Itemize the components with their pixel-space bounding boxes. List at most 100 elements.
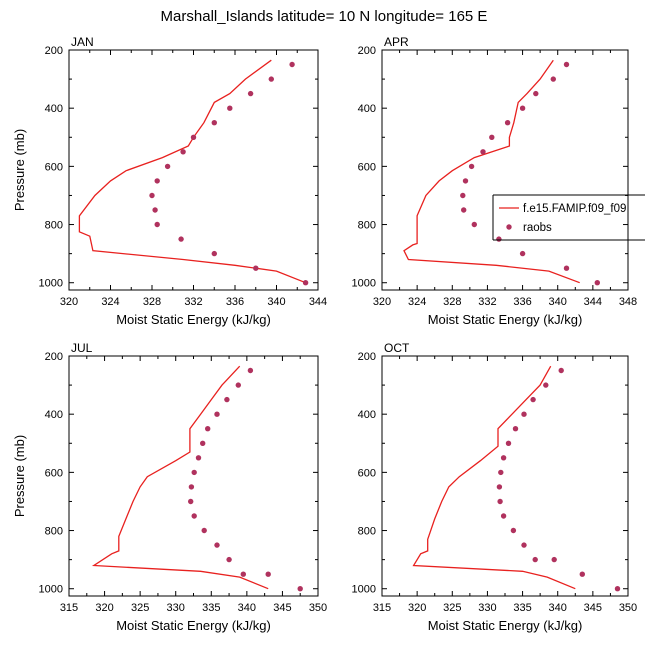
x-tick-label: 328 [143,296,161,308]
y-tick-label: 200 [45,351,63,363]
raobs-point [214,542,220,548]
x-tick-label: 340 [549,602,567,614]
x-tick-label: 340 [549,296,567,308]
y-tick-label: 400 [358,409,376,421]
raobs-point [268,76,274,82]
raobs-point [521,542,527,548]
raobs-point [289,61,295,68]
y-tick-label: 1000 [352,278,376,290]
x-tick-label: 324 [408,296,426,308]
panel-jan: 320 324 328 332 336 340 344 200 400 600 800 1000 JAN… [12,35,327,327]
y-tick-label: 200 [358,45,376,57]
panel-label: JAN [71,35,94,49]
raobs-point [201,527,207,534]
x-axis-label: Moist Static Energy (kJ/kg) [428,312,583,327]
raobs-point [190,134,197,140]
raobs-point [188,498,194,505]
y-tick-label: 600 [358,467,376,479]
x-tick-label: 344 [309,296,327,308]
raobs-point [211,250,217,257]
y-tick-label: 1000 [39,278,63,290]
raobs-point [558,367,564,374]
x-tick-label: 335 [513,602,531,614]
x-tick-label: 330 [478,602,496,614]
x-tick-label: 344 [584,296,602,308]
plot-frame [381,355,629,597]
raobs-point [191,513,197,519]
x-tick-label: 315 [60,602,78,614]
raobs-point [550,76,556,82]
panel-oct: 315 320 325 330 335 340 345 350 200 400 600 800 1000… [352,341,638,633]
legend-obs-label: raobs [523,222,552,234]
raobs-point [200,440,206,446]
raobs-point [149,192,155,199]
raobs-point [211,120,217,126]
raobs-point [512,426,519,432]
raobs-point [214,411,220,417]
raobs-point [594,280,600,286]
raobs-point [226,556,232,563]
raobs-point [152,207,158,213]
raobs-point [247,90,254,97]
x-tick-label: 350 [309,602,327,614]
legend-model-label: f.e15.FAMIP.f09_f09 [523,203,626,215]
raobs-point [471,221,477,228]
raobs-point [551,556,557,563]
raobs-point [563,61,570,68]
legend-obs-swatch [506,224,512,230]
model-profile-line [78,59,306,284]
raobs-point [227,105,233,111]
raobs-point [500,455,507,461]
y-tick-label: 600 [45,161,63,173]
x-tick-label: 325 [443,602,461,614]
y-tick-label: 800 [45,526,63,538]
x-tick-label: 320 [95,602,113,614]
x-axis-label: Moist Static Energy (kJ/kg) [116,618,271,633]
raobs-point [579,571,585,577]
raobs-point [510,527,517,534]
x-tick-label: 340 [267,296,285,308]
raobs-point [533,90,539,97]
y-tick-label: 1000 [352,584,376,596]
raobs-point [460,192,466,199]
x-tick-label: 332 [478,296,496,308]
plot-frame [68,49,319,291]
y-tick-label: 400 [45,103,63,115]
x-tick-label: 336 [513,296,531,308]
x-axis-label: Moist Static Energy (kJ/kg) [116,312,271,327]
x-tick-label: 328 [443,296,461,308]
x-tick-label: 350 [619,602,637,614]
raobs-point [521,411,527,417]
x-axis-label: Moist Static Energy (kJ/kg) [428,618,583,633]
raobs-point [468,163,475,170]
x-tick-label: 320 [408,602,426,614]
y-tick-label: 400 [358,103,376,115]
y-tick-label: 1000 [39,584,63,596]
raobs-point [164,163,171,170]
x-tick-label: 324 [101,296,119,308]
raobs-point [247,367,254,374]
panel-label: APR [384,35,409,49]
panel-apr: 320 324 328 332 336 340 344 348 200 400 600 800 1000… [352,35,645,327]
raobs-point [519,105,526,111]
y-axis-label: Pressure (mb) [12,435,27,517]
raobs-point [253,265,259,271]
raobs-point [154,178,160,184]
raobs-point [240,571,246,577]
raobs-point [498,469,504,476]
raobs-point [205,426,211,432]
raobs-point [265,571,271,577]
y-tick-label: 400 [45,409,63,421]
panel-jul: 315 320 325 330 335 340 345 350 200 400 600 800 1000… [12,341,327,633]
raobs-point [496,484,503,490]
raobs-point [563,265,570,271]
raobs-point [180,149,186,155]
raobs-point [178,236,184,242]
y-tick-label: 800 [358,220,376,232]
raobs-point [489,134,495,140]
raobs-point [532,556,538,563]
raobs-point [462,178,469,184]
raobs-point [519,250,526,257]
raobs-point [496,236,502,242]
